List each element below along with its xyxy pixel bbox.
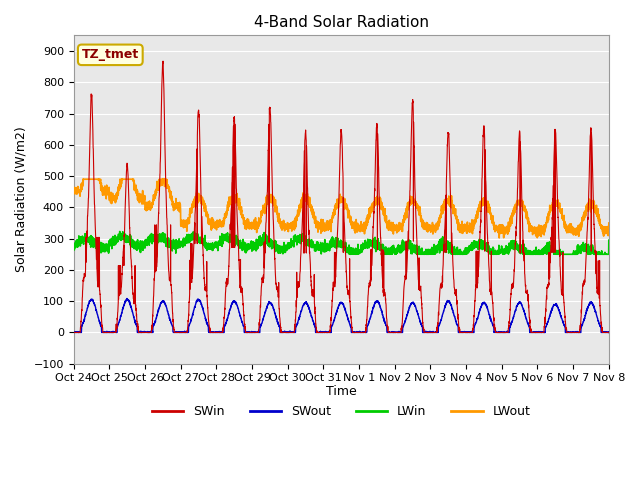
Line: LWout: LWout	[74, 179, 609, 238]
Line: LWin: LWin	[74, 231, 609, 254]
LWin	[116, 228, 124, 234]
LWin	[70, 241, 77, 247]
SWout	[605, 329, 612, 335]
LWin	[554, 248, 562, 254]
LWin	[184, 237, 192, 243]
Text: TZ_tmet: TZ_tmet	[82, 48, 139, 61]
SWin	[70, 330, 77, 336]
LWout	[70, 189, 77, 194]
SWout	[220, 329, 227, 335]
X-axis label: Time: Time	[326, 385, 356, 398]
LWin	[605, 252, 612, 257]
LWout	[394, 225, 401, 230]
LWout	[220, 219, 227, 225]
LWin	[220, 234, 227, 240]
SWin	[403, 269, 411, 275]
Line: SWin: SWin	[74, 61, 609, 333]
SWout	[123, 296, 131, 301]
LWout	[605, 220, 612, 226]
LWout	[605, 228, 612, 234]
SWin	[605, 330, 612, 336]
Title: 4-Band Solar Radiation: 4-Band Solar Radiation	[253, 15, 429, 30]
SWin	[394, 330, 401, 336]
LWin	[403, 247, 411, 253]
SWin	[220, 328, 227, 334]
Legend: SWin, SWout, LWin, LWout: SWin, SWout, LWin, LWout	[147, 400, 536, 423]
LWin	[394, 244, 401, 250]
SWout	[394, 330, 401, 336]
LWout	[184, 221, 192, 227]
SWout	[605, 330, 612, 336]
SWin	[184, 313, 192, 319]
SWout	[185, 324, 193, 329]
SWin	[605, 330, 612, 336]
SWin	[554, 215, 562, 220]
Line: SWout: SWout	[74, 299, 609, 333]
SWout	[70, 330, 77, 336]
LWout	[495, 235, 503, 241]
LWin	[605, 237, 612, 243]
SWin	[159, 58, 167, 64]
SWout	[70, 329, 77, 335]
LWout	[79, 176, 87, 182]
SWout	[554, 305, 562, 311]
Y-axis label: Solar Radiation (W/m2): Solar Radiation (W/m2)	[15, 127, 28, 273]
LWout	[554, 202, 562, 207]
LWin	[346, 252, 353, 257]
SWout	[403, 313, 411, 319]
LWout	[403, 215, 411, 221]
